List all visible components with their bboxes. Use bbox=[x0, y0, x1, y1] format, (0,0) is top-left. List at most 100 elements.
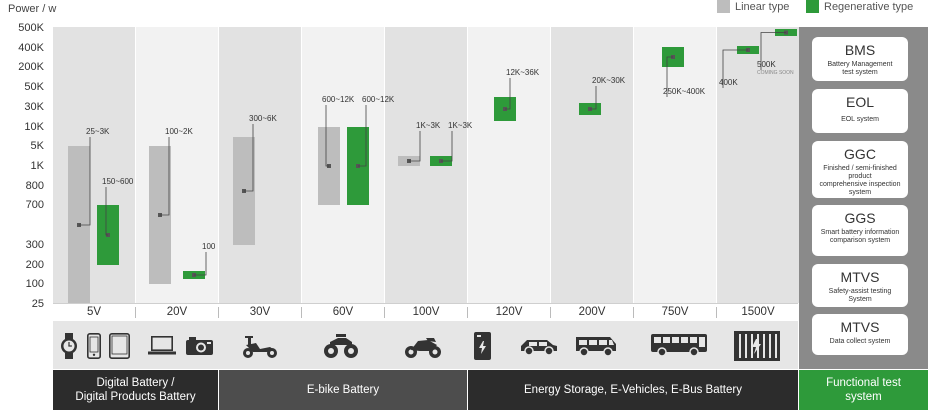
column-bg bbox=[53, 27, 135, 303]
range-leader-line bbox=[760, 32, 786, 70]
functional-footer: Functional test system bbox=[799, 370, 928, 410]
function-card-eol: EOL EOL system bbox=[812, 89, 908, 133]
function-card-desc: Safety-assist testing System bbox=[828, 288, 892, 303]
y-tick: 200 bbox=[25, 259, 44, 271]
tablet-icon bbox=[109, 333, 130, 359]
range-leader-line bbox=[666, 56, 673, 97]
range-label: 1K~3K bbox=[416, 121, 441, 130]
function-card-title: MTVS bbox=[840, 269, 880, 285]
range-label: 25~3K bbox=[86, 127, 110, 136]
function-card-title: EOL bbox=[845, 94, 874, 110]
range-leader-line bbox=[194, 252, 207, 276]
y-tick: 100 bbox=[25, 278, 44, 290]
column-bg bbox=[219, 27, 301, 303]
function-card-desc: Finished / semi-finished product compreh… bbox=[819, 165, 901, 196]
y-tick: 5K bbox=[30, 140, 44, 152]
range-leader-line bbox=[160, 137, 170, 216]
function-card-desc: EOL system bbox=[841, 116, 879, 123]
column-bg bbox=[717, 27, 799, 303]
function-card-mtvs-data: MTVS Data collect system bbox=[812, 314, 908, 355]
category-digital: Digital Battery / Digital Products Batte… bbox=[53, 370, 218, 410]
car-icon bbox=[521, 340, 557, 356]
function-card-title: GGS bbox=[844, 210, 876, 226]
range-leader-line bbox=[722, 49, 748, 88]
voltage-label: 30V bbox=[249, 306, 271, 318]
voltage-divider bbox=[716, 307, 717, 318]
function-card-mtvs-safety: MTVS Safety-assist testing System bbox=[812, 264, 908, 307]
range-label: 150~600 bbox=[102, 177, 134, 186]
voltage-divider bbox=[135, 307, 136, 318]
voltage-row: 5V 20V 30V 60V 100V 120V 200V 750V 1500V bbox=[53, 303, 798, 322]
y-axis-label: Power / w bbox=[8, 3, 57, 15]
y-tick: 300 bbox=[25, 239, 44, 251]
voltage-label: 60V bbox=[332, 306, 354, 318]
range-label: 250K~400K bbox=[663, 87, 706, 96]
range-label: 12K~36K bbox=[506, 68, 540, 77]
range-leader-line bbox=[105, 187, 108, 236]
y-tick: 200K bbox=[18, 61, 44, 73]
voltage-divider bbox=[550, 307, 551, 318]
voltage-label: 20V bbox=[166, 306, 188, 318]
range-label: 100 bbox=[202, 242, 216, 251]
bus-icon bbox=[651, 334, 707, 357]
camera-icon bbox=[186, 337, 213, 355]
y-tick: 1K bbox=[30, 160, 44, 172]
voltage-divider bbox=[218, 307, 219, 318]
range-leader-line bbox=[590, 86, 597, 110]
legend-linear: Linear type bbox=[717, 0, 789, 13]
y-tick: 25 bbox=[31, 298, 44, 310]
voltage-divider bbox=[633, 307, 634, 318]
voltage-label: 1500V bbox=[741, 306, 775, 318]
y-tick: 50K bbox=[24, 81, 44, 93]
voltage-divider bbox=[467, 307, 468, 318]
y-tick: 500K bbox=[18, 22, 44, 34]
voltage-label: 200V bbox=[578, 306, 606, 318]
legend-linear-label: Linear type bbox=[735, 0, 790, 13]
range-label: 1K~3K bbox=[448, 121, 473, 130]
range-label: 400K bbox=[719, 78, 738, 87]
range-label: 100~2K bbox=[165, 127, 193, 136]
range-leader-line bbox=[409, 131, 421, 162]
y-tick: 30K bbox=[24, 101, 44, 113]
range-label: 300~6K bbox=[249, 114, 277, 123]
phone-icon bbox=[87, 333, 101, 359]
range-label: 600~12K bbox=[362, 95, 395, 104]
legend-linear-swatch bbox=[717, 0, 730, 13]
functional-panel bbox=[799, 27, 928, 369]
container-icon bbox=[734, 331, 780, 361]
legend-regen-swatch bbox=[806, 0, 819, 13]
product-icon-row bbox=[53, 321, 798, 369]
column-bg bbox=[468, 27, 550, 303]
range-label: 600~12K bbox=[322, 95, 355, 104]
range-label: 500K bbox=[757, 60, 776, 69]
range-leader-line bbox=[358, 105, 367, 167]
y-tick: 800 bbox=[25, 180, 44, 192]
function-card-desc: Data collect system bbox=[829, 338, 891, 345]
function-card-title: MTVS bbox=[840, 319, 880, 335]
motorcycle-icon bbox=[405, 338, 441, 358]
function-card-title: GGC bbox=[844, 146, 876, 162]
voltage-divider bbox=[384, 307, 385, 318]
range-label: 20K~30K bbox=[592, 76, 626, 85]
column-bg bbox=[634, 27, 716, 303]
legend-regen: Regenerative type bbox=[806, 0, 913, 13]
range-leader-line bbox=[79, 137, 91, 226]
function-card-desc: Smart battery information comparison sys… bbox=[820, 229, 900, 244]
power-bank-icon bbox=[474, 332, 491, 360]
y-tick: 700 bbox=[25, 199, 44, 211]
laptop-icon bbox=[148, 336, 176, 355]
van-icon bbox=[576, 337, 616, 357]
voltage-label: 100V bbox=[412, 306, 440, 318]
y-tick: 400K bbox=[18, 42, 44, 54]
voltage-label: 120V bbox=[495, 306, 523, 318]
function-card-ggc: GGC Finished / semi-finished product com… bbox=[812, 141, 908, 198]
range-leader-line bbox=[244, 124, 254, 192]
y-tick: 10K bbox=[24, 121, 44, 133]
column-bg bbox=[551, 27, 633, 303]
function-card-ggs: GGS Smart battery information comparison… bbox=[812, 205, 908, 256]
atv-icon bbox=[324, 334, 358, 358]
voltage-label: 5V bbox=[86, 306, 102, 318]
range-note: COMING SOON bbox=[757, 70, 794, 76]
category-ebike: E-bike Battery bbox=[219, 370, 467, 410]
